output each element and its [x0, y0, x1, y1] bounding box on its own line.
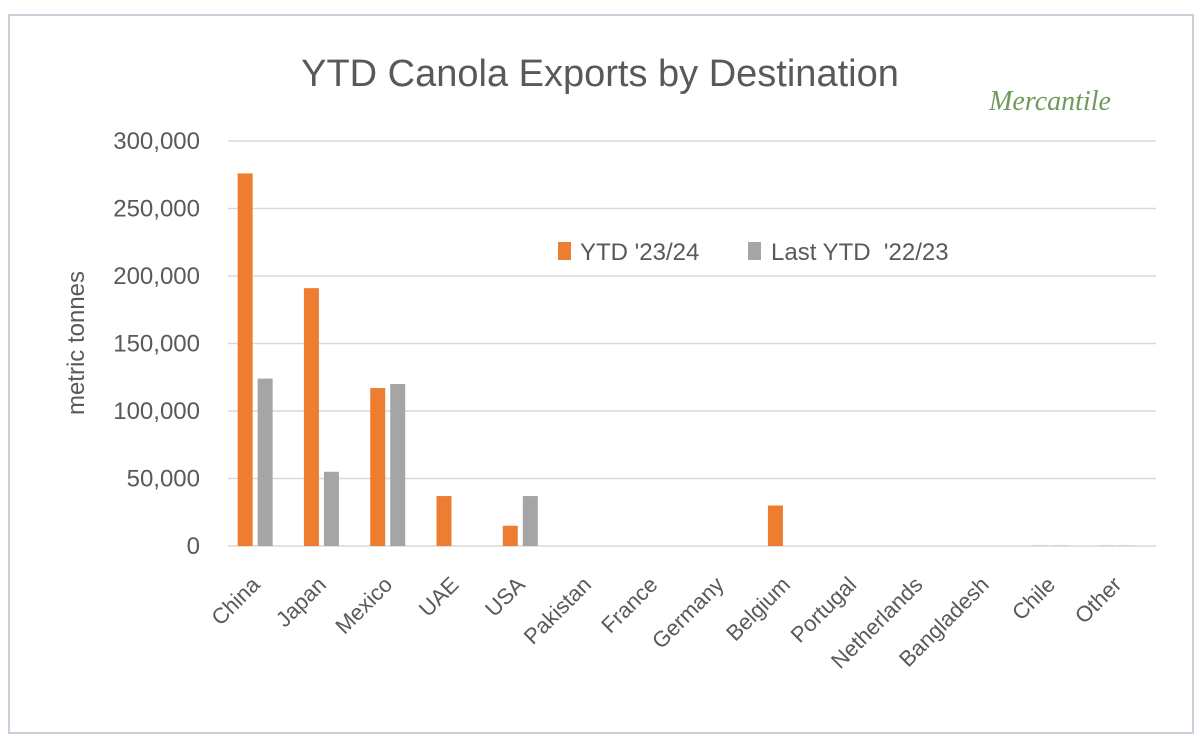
bar-japan-last-ytd-2223 [323, 471, 339, 546]
bar-uae-ytd-2324 [436, 496, 452, 546]
chart-frame [8, 14, 1194, 734]
bar-mexico-ytd-2324 [370, 388, 386, 546]
y-axis-label: metric tonnes [63, 271, 90, 415]
gridlines [228, 140, 1156, 547]
y-tick-label-1: 50,000 [127, 466, 200, 493]
category-label-japan: Japan [271, 572, 331, 632]
y-tick-label-3: 150,000 [113, 331, 200, 358]
bar-mexico-last-ytd-2223 [390, 384, 406, 546]
bar-other-ytd-2324 [1099, 545, 1115, 546]
bar-chile-ytd-2324 [1033, 545, 1049, 546]
bars [237, 173, 1135, 546]
legend-label-last-ytd-2223: Last YTD '22/23 [771, 239, 949, 266]
bar-belgium-ytd-2324 [767, 505, 783, 546]
bar-usa-ytd-2324 [502, 525, 518, 546]
category-label-germany: Germany [647, 572, 729, 654]
legend-swatch-last-ytd-2223 [748, 242, 761, 260]
y-tick-label-5: 250,000 [113, 196, 200, 223]
bar-chile-last-ytd-2223 [1053, 545, 1069, 546]
y-tick-label-0: 0 [187, 533, 200, 560]
category-label-chile: Chile [1007, 572, 1060, 625]
y-tick-label-4: 200,000 [113, 263, 200, 290]
legend: YTD '23/24 Last YTD '22/23 [558, 239, 949, 266]
bar-china-last-ytd-2223 [257, 378, 273, 546]
y-tick-label-2: 100,000 [113, 398, 200, 425]
brand-logo: Mercantile [988, 86, 1111, 117]
bar-japan-ytd-2324 [303, 288, 319, 546]
category-label-usa: USA [480, 572, 530, 622]
chart-title: YTD Canola Exports by Destination [301, 53, 899, 95]
y-tick-labels: 0 50,000 100,000 150,000 200,000 250,000 300,0… [113, 128, 200, 560]
category-label-pakistan: Pakistan [519, 572, 596, 649]
bar-other-last-ytd-2223 [1119, 545, 1135, 546]
bar-usa-last-ytd-2223 [522, 496, 538, 546]
bar-china-ytd-2324 [237, 173, 253, 546]
category-label-uae: UAE [414, 572, 464, 622]
category-label-china: China [206, 571, 265, 630]
y-tick-label-6: 300,000 [113, 128, 200, 155]
category-label-france: France [596, 572, 662, 638]
category-label-belgium: Belgium [721, 572, 795, 646]
category-label-mexico: Mexico [330, 572, 397, 639]
category-label-other: Other [1070, 572, 1127, 629]
legend-swatch-ytd-2324 [558, 242, 571, 260]
legend-label-ytd-2324: YTD '23/24 [580, 239, 699, 266]
